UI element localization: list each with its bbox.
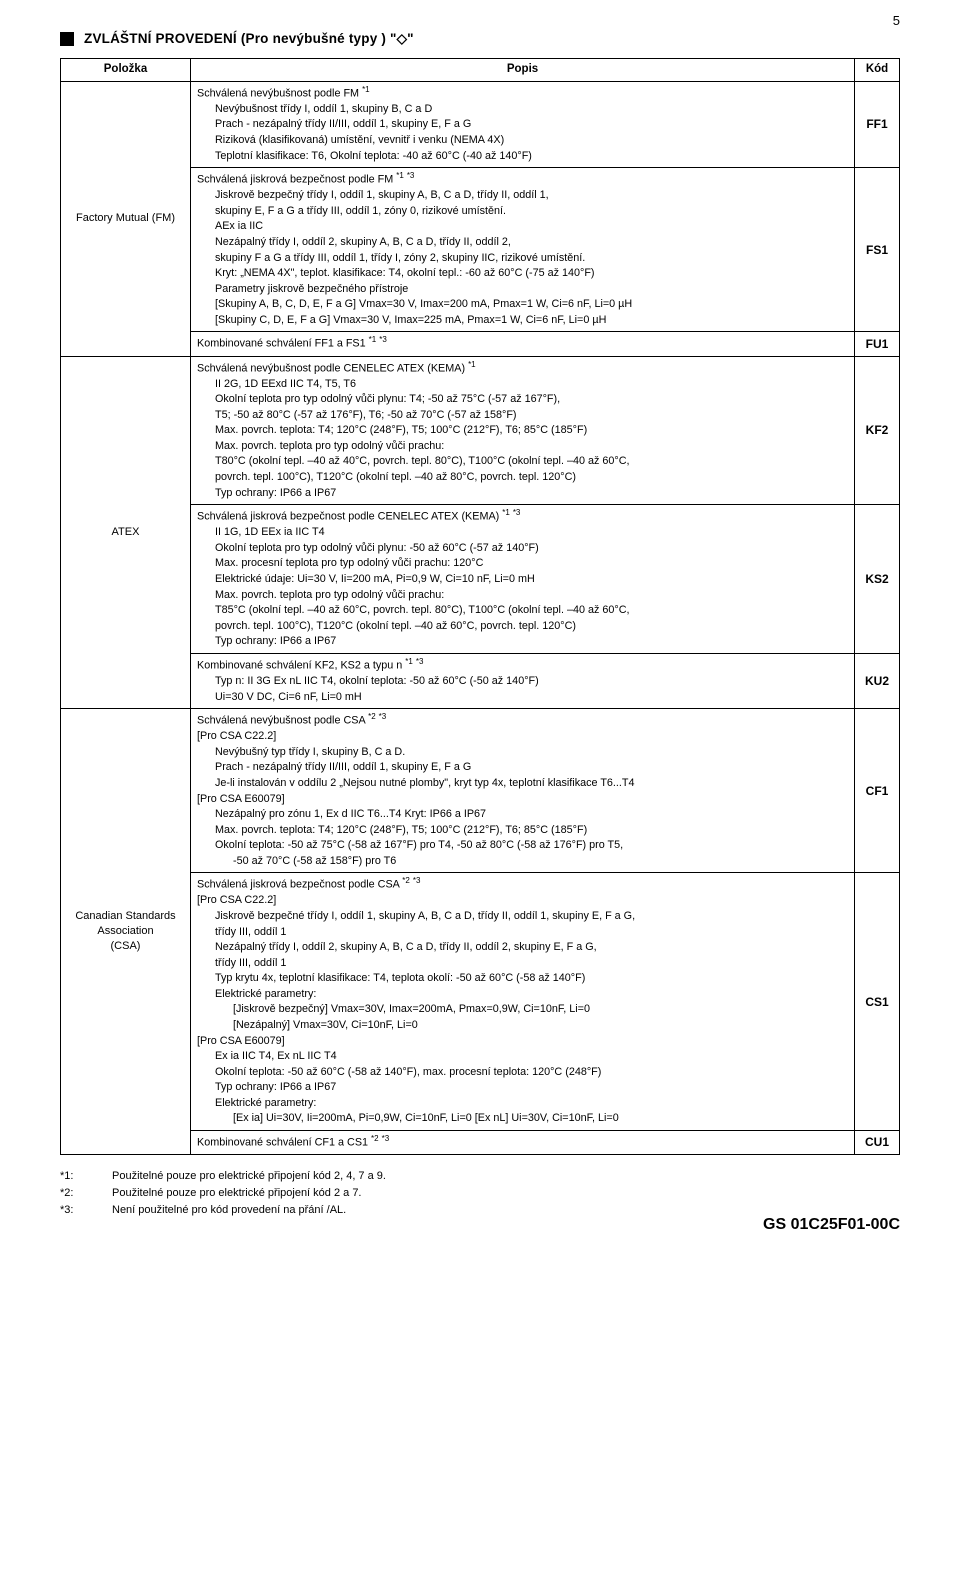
table-row-code: KU2 xyxy=(855,653,900,708)
table-row-item: Factory Mutual (FM) xyxy=(61,81,191,356)
section-heading: ZVLÁŠTNÍ PROVEDENÍ (Pro nevýbušné typy )… xyxy=(60,30,900,48)
document-code: GS 01C25F01-00C xyxy=(763,1214,900,1236)
footnote-row: *1:Použitelné pouze pro elektrické připo… xyxy=(60,1169,900,1184)
col-header-item: Položka xyxy=(61,59,191,82)
table-row-desc: Schválená jiskrová bezpečnost podle CSA … xyxy=(191,873,855,1131)
col-header-code: Kód xyxy=(855,59,900,82)
col-header-desc: Popis xyxy=(191,59,855,82)
table-row-code: FU1 xyxy=(855,332,900,356)
table-row-item: ATEX xyxy=(61,356,191,709)
table-row-code: KF2 xyxy=(855,356,900,505)
table-row-desc: Schválená nevýbušnost podle CENELEC ATEX… xyxy=(191,356,855,505)
table-row-desc: Schválená jiskrová bezpečnost podle CENE… xyxy=(191,505,855,654)
table-row-code: CU1 xyxy=(855,1130,900,1154)
table-row-desc: Schválená nevýbušnost podle FM *1Nevýbuš… xyxy=(191,81,855,167)
section-title: ZVLÁŠTNÍ PROVEDENÍ (Pro nevýbušné typy )… xyxy=(84,30,414,48)
table-row-desc: Schválená jiskrová bezpečnost podle FM *… xyxy=(191,168,855,332)
table-row-desc: Kombinované schválení KF2, KS2 a typu n … xyxy=(191,653,855,708)
table-row-code: FF1 xyxy=(855,81,900,167)
footnotes: *1:Použitelné pouze pro elektrické připo… xyxy=(60,1169,900,1218)
table-row-desc: Schválená nevýbušnost podle CSA *2 *3[Pr… xyxy=(191,709,855,873)
table-row-code: CF1 xyxy=(855,709,900,873)
table-row-item: Canadian Standards Association(CSA) xyxy=(61,709,191,1155)
table-row-code: CS1 xyxy=(855,873,900,1131)
table-row-desc: Kombinované schválení CF1 a CS1 *2 *3 xyxy=(191,1130,855,1154)
specs-table: Položka Popis Kód Factory Mutual (FM)Sch… xyxy=(60,58,900,1155)
table-row-desc: Kombinované schválení FF1 a FS1 *1 *3 xyxy=(191,332,855,356)
page-number: 5 xyxy=(893,12,900,30)
square-bullet-icon xyxy=(60,32,74,46)
table-row-code: KS2 xyxy=(855,505,900,654)
footnote-row: *2:Použitelné pouze pro elektrické připo… xyxy=(60,1186,900,1201)
table-row-code: FS1 xyxy=(855,168,900,332)
